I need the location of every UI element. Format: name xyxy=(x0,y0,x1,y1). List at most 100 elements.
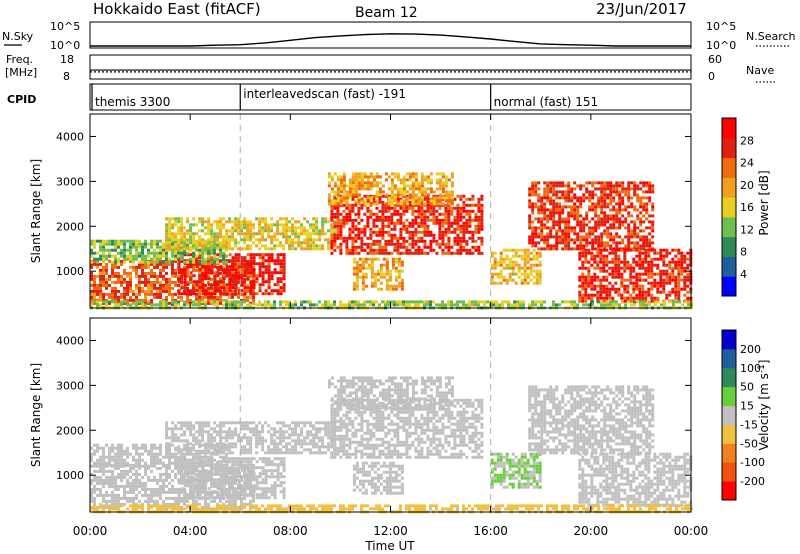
heatmap-cell xyxy=(423,218,427,222)
heatmap-cell xyxy=(336,175,340,179)
heatmap-cell xyxy=(357,245,361,249)
heatmap-cell xyxy=(567,244,571,248)
heatmap-cell xyxy=(411,300,414,304)
heatmap-cell xyxy=(567,300,570,304)
heatmap-cell xyxy=(630,229,634,233)
heatmap-cell xyxy=(408,187,412,191)
heatmap-cell xyxy=(408,203,412,207)
heatmap-cell xyxy=(360,239,364,243)
heatmap-cell xyxy=(261,274,265,278)
heatmap-cell xyxy=(111,499,114,503)
heatmap-cell xyxy=(405,300,408,304)
heatmap-cell xyxy=(496,263,500,267)
heatmap-cell xyxy=(279,271,283,275)
heatmap-cell xyxy=(384,300,387,304)
heatmap-cell xyxy=(606,220,610,224)
heatmap-cell xyxy=(573,202,577,206)
heatmap-cell xyxy=(605,287,609,291)
heatmap-cell xyxy=(390,199,394,203)
heatmap-cell xyxy=(168,280,171,284)
heatmap-cell xyxy=(477,224,481,228)
heatmap-cell xyxy=(234,241,238,245)
heatmap-cell xyxy=(276,262,280,266)
heatmap-cell xyxy=(531,244,535,248)
heatmap-cell xyxy=(468,218,472,222)
heatmap-cell xyxy=(141,251,144,255)
heatmap-cell xyxy=(183,245,186,249)
heatmap-cell xyxy=(591,208,595,212)
heatmap-cell xyxy=(168,490,171,494)
heatmap-cell xyxy=(582,226,586,230)
heatmap-cell xyxy=(621,196,625,200)
heatmap-cell xyxy=(273,232,277,236)
heatmap-cell xyxy=(225,235,229,239)
heatmap-cell xyxy=(171,248,174,252)
heatmap-cell xyxy=(219,248,222,252)
heatmap-cell xyxy=(198,251,201,255)
colorbar-segment xyxy=(722,177,736,198)
heatmap-cell xyxy=(366,175,370,179)
heatmap-cell xyxy=(429,181,433,185)
heatmap-cell xyxy=(237,265,241,269)
heatmap-cell xyxy=(159,289,162,293)
heatmap-cell xyxy=(384,172,388,176)
heatmap-cell xyxy=(282,217,286,221)
heatmap-cell xyxy=(99,487,102,491)
heatmap-cell xyxy=(593,272,597,276)
heatmap-cell xyxy=(129,259,132,263)
heatmap-cell xyxy=(108,463,111,467)
heatmap-cell xyxy=(385,281,389,285)
heatmap-cell xyxy=(357,212,361,216)
heatmap-cell xyxy=(645,241,649,245)
heatmap-cell xyxy=(159,478,162,482)
heatmap-cell xyxy=(258,229,262,233)
heatmap-cell xyxy=(210,466,213,470)
heatmap-cell xyxy=(677,281,681,285)
heatmap-cell xyxy=(630,214,634,218)
heatmap-cell xyxy=(523,254,527,258)
heatmap-cell xyxy=(159,268,162,272)
heatmap-cell xyxy=(321,226,325,230)
heatmap-cell xyxy=(198,217,202,221)
heatmap-cell xyxy=(420,184,424,188)
heatmap-cell xyxy=(99,478,102,482)
heatmap-cell xyxy=(639,238,643,242)
heatmap-cell xyxy=(207,238,211,242)
heatmap-cell xyxy=(567,226,571,230)
heatmap-cell xyxy=(345,303,348,307)
heatmap-cell xyxy=(493,272,497,276)
heatmap-cell xyxy=(651,205,655,209)
heatmap-cell xyxy=(201,283,205,287)
heatmap-cell xyxy=(459,230,463,234)
heatmap-cell xyxy=(198,292,201,296)
heatmap-cell xyxy=(174,274,177,278)
heatmap-cell xyxy=(499,260,503,264)
heatmap-cell xyxy=(216,257,219,261)
heatmap-cell xyxy=(531,226,535,230)
heatmap-cell xyxy=(623,299,627,303)
heatmap-cell xyxy=(561,205,565,209)
heatmap-cell xyxy=(282,283,286,287)
heatmap-cell xyxy=(180,469,183,473)
heatmap-cell xyxy=(204,260,207,264)
heatmap-cell xyxy=(363,202,367,206)
heatmap-cell xyxy=(93,490,96,494)
heatmap-cell xyxy=(165,484,168,488)
heatmap-cell xyxy=(348,227,352,231)
heatmap-cell xyxy=(499,254,503,258)
heatmap-cell xyxy=(339,245,343,249)
heatmap-cell xyxy=(297,241,301,245)
heatmap-cell xyxy=(608,272,612,276)
heatmap-cell xyxy=(632,281,636,285)
heatmap-cell xyxy=(168,232,172,236)
heatmap-cell xyxy=(570,214,574,218)
heatmap-cell xyxy=(543,205,547,209)
heatmap-cell xyxy=(213,295,216,299)
heatmap-cell xyxy=(662,281,666,285)
heatmap-cell xyxy=(567,223,571,227)
heatmap-cell xyxy=(441,236,445,240)
heatmap-cell xyxy=(144,274,147,278)
heatmap-cell xyxy=(93,286,96,290)
heatmap-cell xyxy=(591,300,594,304)
heatmap-cell xyxy=(177,247,181,251)
